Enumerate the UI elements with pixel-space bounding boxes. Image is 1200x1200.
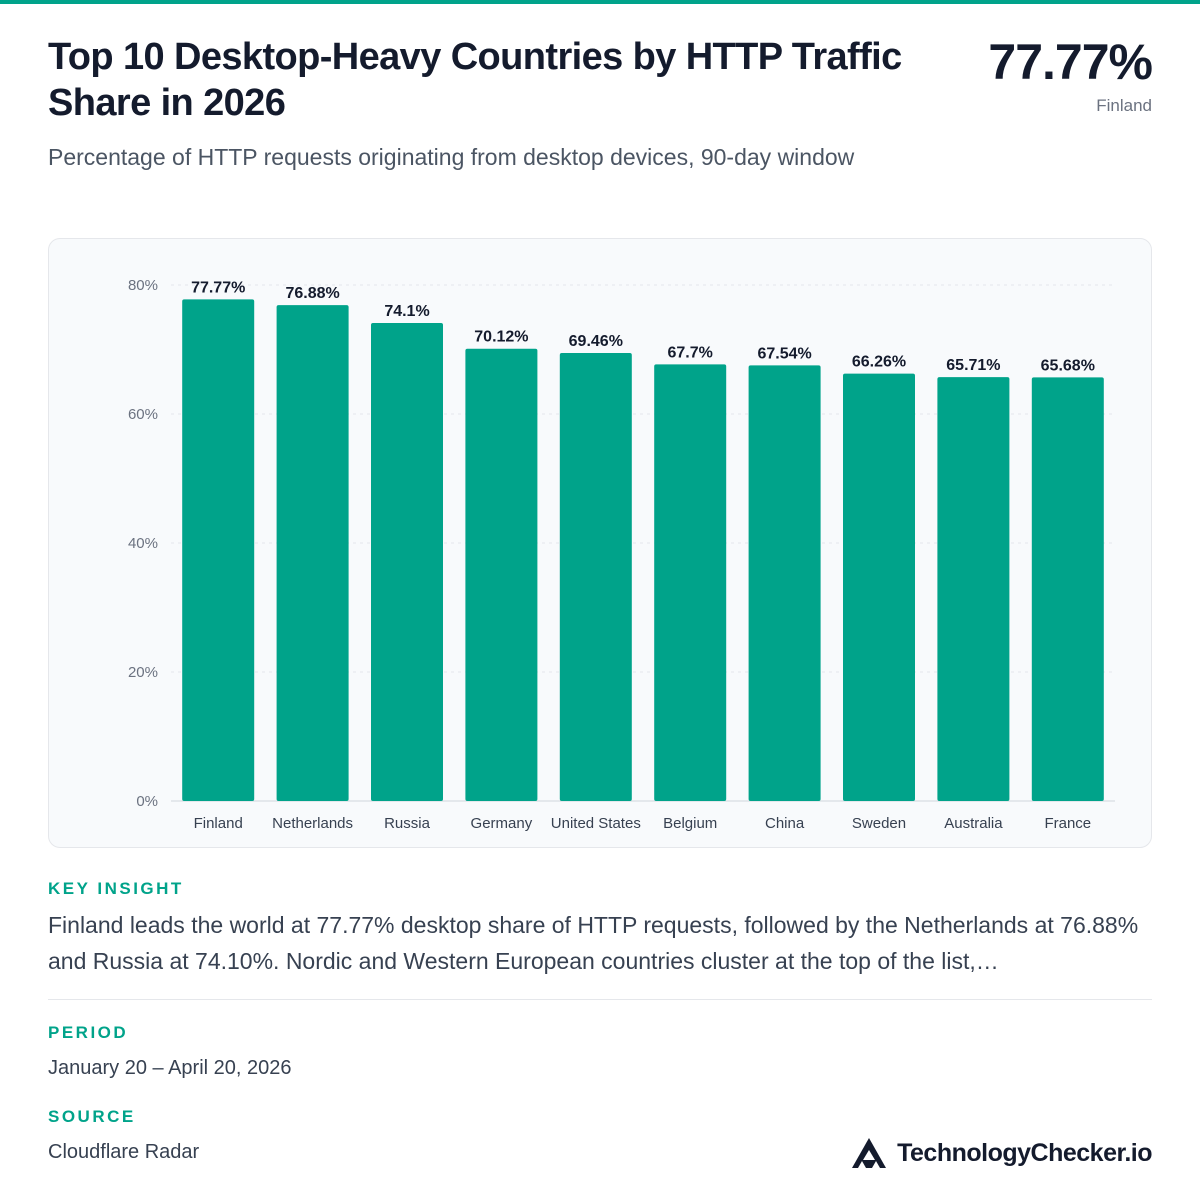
bar <box>371 323 443 801</box>
page-title: Top 10 Desktop-Heavy Countries by HTTP T… <box>48 36 902 124</box>
y-tick-label: 20% <box>128 664 158 681</box>
bar-value-label: 74.1% <box>384 303 429 320</box>
brand: TechnologyChecker.io <box>851 1136 1152 1170</box>
source-label: SOURCE <box>48 1107 136 1126</box>
bar <box>654 364 727 801</box>
top-accent-rule <box>0 0 1200 4</box>
chart-card: 0% 20% 40% 60% 80% 77.77% Finland 76.88% Netherl… <box>48 238 1152 848</box>
x-tick-label: United States <box>551 815 641 832</box>
x-tick-label: France <box>1044 815 1091 832</box>
bar-value-label: 70.12% <box>474 329 528 346</box>
y-tick-label: 80% <box>128 277 158 294</box>
period-label: PERIOD <box>48 1023 129 1042</box>
bar <box>748 365 821 801</box>
y-tick-label: 0% <box>136 793 158 810</box>
bar-value-label: 66.26% <box>852 354 906 371</box>
x-tick-label: Netherlands <box>272 815 353 832</box>
bar <box>559 352 632 801</box>
period-text: January 20 – April 20, 2026 <box>48 1057 292 1079</box>
bar-value-label: 65.68% <box>1041 357 1095 374</box>
bar <box>843 373 915 801</box>
x-tick-label: Russia <box>384 815 431 832</box>
x-tick-label: China <box>765 815 805 832</box>
bar-value-label: 67.54% <box>757 345 811 362</box>
triangle-logo-icon <box>852 1138 887 1168</box>
x-tick-label: Sweden <box>852 815 906 832</box>
x-tick-label: Finland <box>194 815 243 832</box>
x-tick-label: Belgium <box>663 815 717 832</box>
bar-value-label: 77.77% <box>191 279 245 296</box>
y-tick-label: 40% <box>128 535 158 552</box>
bar-value-label: 69.46% <box>569 333 623 350</box>
hero-label: Finland <box>1096 96 1152 115</box>
hero-value: 77.77% <box>988 34 1153 90</box>
bar <box>937 377 1010 801</box>
bar-value-label: 67.7% <box>668 344 713 361</box>
page-subtitle: Percentage of HTTP requests originating … <box>48 144 855 170</box>
insight-label: KEY INSIGHT <box>48 879 184 898</box>
bar <box>276 305 349 801</box>
y-tick-label: 60% <box>128 406 158 423</box>
x-tick-label: Australia <box>944 815 1003 832</box>
bar <box>182 299 255 801</box>
bar <box>1031 377 1104 801</box>
bar <box>465 348 538 801</box>
source-text: Cloudflare Radar <box>48 1141 200 1163</box>
insight-text: Finland leads the world at 77.77% deskto… <box>48 912 1139 974</box>
x-tick-label: Germany <box>471 815 533 832</box>
bar-value-label: 65.71% <box>946 357 1000 374</box>
bar-value-label: 76.88% <box>285 285 339 302</box>
divider <box>48 999 1152 1000</box>
brand-name: TechnologyChecker.io <box>897 1138 1152 1167</box>
bar-chart: 0% 20% 40% 60% 80% 77.77% Finland 76.88% Netherl… <box>128 277 1115 832</box>
